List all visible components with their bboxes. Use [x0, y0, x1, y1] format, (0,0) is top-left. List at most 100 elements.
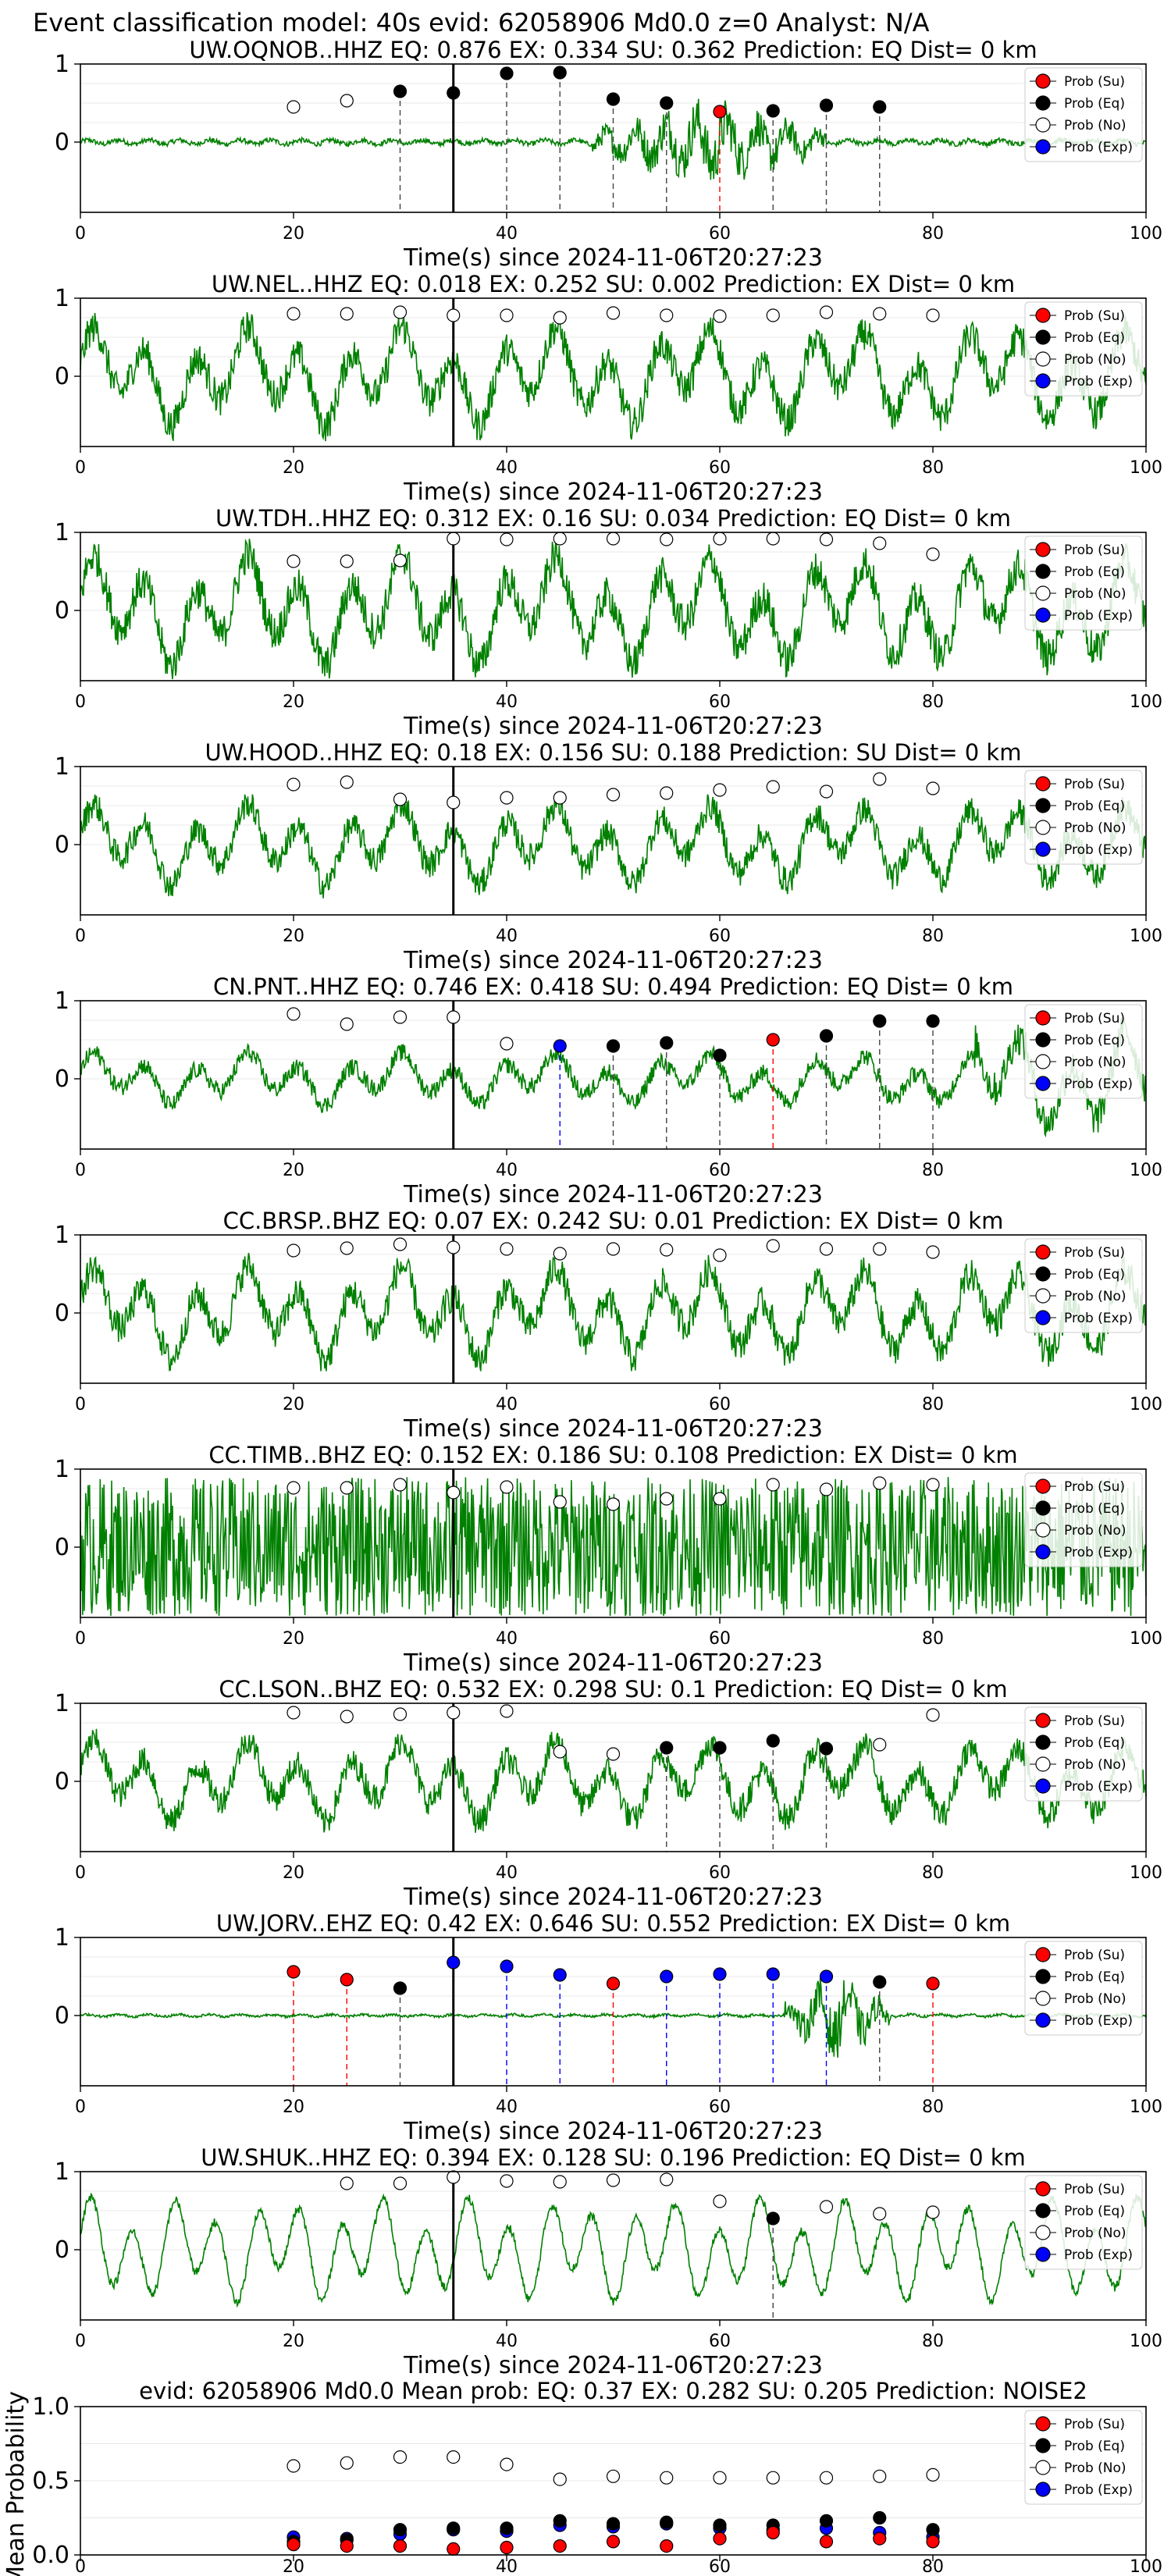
x-tick-label: 20 — [283, 1863, 304, 1883]
prob-point-no — [606, 532, 621, 546]
x-tick-label: 0 — [75, 1863, 86, 1883]
legend-label-su: Prob (Su) — [1064, 2182, 1125, 2197]
prob-point-no — [553, 1745, 567, 1759]
figure-title: Event classification model: 40s evid: 62… — [33, 8, 930, 37]
mean-point-no — [287, 2459, 301, 2473]
prob-point-no — [447, 2170, 461, 2184]
mean-panel-title: evid: 62058906 Md0.0 Mean prob: EQ: 0.37… — [139, 2378, 1087, 2404]
station-panel: UW.JORV..EHZ EQ: 0.42 EX: 0.646 SU: 0.55… — [55, 1910, 1162, 2145]
prob-point-exp — [819, 1969, 834, 1984]
legend-label-eq: Prob (Eq) — [1064, 96, 1125, 112]
x-tick-label: 60 — [709, 2097, 731, 2117]
x-tick-label: 100 — [1130, 1161, 1162, 1180]
x-tick-label: 80 — [922, 224, 944, 244]
legend-label-exp: Prob (Exp) — [1064, 140, 1133, 155]
station-title: UW.TDH..HHZ EQ: 0.312 EX: 0.16 SU: 0.034… — [215, 505, 1011, 532]
prob-point-eq — [766, 1734, 780, 1748]
mean-point-su — [606, 2535, 621, 2549]
y-tick-label: 0 — [55, 831, 69, 859]
station-title: UW.SHUK..HHZ EQ: 0.394 EX: 0.128 SU: 0.1… — [201, 2144, 1026, 2171]
legend-box — [1024, 1238, 1143, 1333]
mean-point-su — [287, 2538, 301, 2552]
legend-label-no: Prob (No) — [1064, 1289, 1127, 1304]
mean-point-su — [873, 2532, 887, 2546]
y-tick-label: 0.5 — [32, 2467, 69, 2495]
prob-point-eq — [873, 1975, 887, 1989]
x-tick-label: 60 — [709, 1863, 731, 1883]
legend-label-eq: Prob (Eq) — [1064, 1033, 1125, 1048]
y-tick-label: 1 — [55, 2158, 69, 2186]
legend-label-exp: Prob (Exp) — [1064, 1076, 1133, 1092]
legend-label-no: Prob (No) — [1064, 820, 1127, 836]
legend-marker-eq — [1035, 1735, 1051, 1750]
prob-point-no — [713, 1248, 727, 1262]
prob-point-no — [393, 2176, 408, 2190]
prob-point-eq — [553, 66, 567, 80]
prob-point-no — [606, 306, 621, 320]
mean-point-su — [926, 2535, 940, 2549]
x-tick-label: 100 — [1130, 1863, 1162, 1883]
prob-point-no — [340, 1710, 354, 1724]
waveform-trace — [80, 538, 1147, 680]
station-title: UW.OQNOB..HHZ EQ: 0.876 EX: 0.334 SU: 0.… — [189, 37, 1037, 63]
prob-point-no — [393, 792, 408, 806]
prob-point-no — [660, 2172, 674, 2186]
plot-frame — [80, 1703, 1147, 1852]
legend-label-no: Prob (No) — [1064, 2460, 1127, 2476]
prob-point-no — [766, 1478, 780, 1492]
prob-point-no — [340, 1481, 354, 1495]
prob-point-no — [926, 547, 940, 561]
prob-point-no — [500, 1480, 514, 1494]
legend-marker-su — [1035, 1947, 1051, 1962]
legend-label-su: Prob (Su) — [1064, 1948, 1125, 1963]
x-tick-label: 100 — [1130, 458, 1162, 478]
prob-point-no — [660, 1243, 674, 1257]
prob-point-exp — [553, 1968, 567, 1982]
legend-box — [1024, 301, 1143, 397]
y-tick-label: 0 — [55, 363, 69, 390]
mean-point-no — [819, 2471, 834, 2485]
y-tick-label: 0 — [55, 129, 69, 156]
legend-label-eq: Prob (Eq) — [1064, 2204, 1125, 2219]
legend-label-exp: Prob (Exp) — [1064, 1545, 1133, 1560]
prob-point-no — [393, 1010, 408, 1024]
x-tick-label: 60 — [709, 1395, 731, 1414]
plot-frame — [80, 1937, 1147, 2087]
station-panel: UW.NEL..HHZ EQ: 0.018 EX: 0.252 SU: 0.00… — [55, 271, 1162, 506]
legend-marker-exp — [1035, 841, 1051, 857]
prob-point-no — [660, 1492, 674, 1506]
legend-label-exp: Prob (Exp) — [1064, 842, 1133, 858]
legend-box — [1024, 2410, 1143, 2505]
prob-point-no — [287, 777, 301, 792]
mean-point-eq — [606, 2517, 621, 2531]
prob-point-no — [660, 786, 674, 800]
mean-point-no — [447, 2450, 461, 2464]
station-title: UW.JORV..EHZ EQ: 0.42 EX: 0.646 SU: 0.55… — [216, 1910, 1010, 1937]
waveform-trace — [80, 1477, 1147, 1617]
x-tick-label: 20 — [283, 1629, 304, 1649]
prob-point-no — [819, 1242, 834, 1256]
station-panel: UW.HOOD..HHZ EQ: 0.18 EX: 0.156 SU: 0.18… — [55, 739, 1162, 974]
legend-label-su: Prob (Su) — [1064, 1011, 1125, 1026]
y-tick-label: 0 — [55, 1768, 69, 1795]
prob-point-no — [340, 1017, 354, 1031]
prob-point-eq — [766, 2211, 780, 2226]
prob-point-eq — [713, 1741, 727, 1755]
mean-point-su — [766, 2525, 780, 2540]
plot-frame — [80, 297, 1147, 447]
prob-point-no — [393, 1478, 408, 1492]
x-axis-label: Time(s) since 2024-11-06T20:27:23 — [403, 1884, 823, 1911]
prob-point-no — [873, 772, 887, 786]
prob-point-no — [553, 532, 567, 546]
legend-marker-su — [1035, 542, 1051, 557]
prob-point-no — [340, 94, 354, 108]
prob-point-eq — [819, 98, 834, 112]
mean-point-eq — [819, 2514, 834, 2528]
legend-label-no: Prob (No) — [1064, 118, 1127, 133]
prob-point-no — [500, 2174, 514, 2188]
prob-point-no — [766, 1239, 780, 1253]
legend-marker-su — [1035, 1713, 1051, 1728]
x-tick-label: 0 — [75, 224, 86, 244]
y-tick-label: 0 — [55, 2236, 69, 2264]
